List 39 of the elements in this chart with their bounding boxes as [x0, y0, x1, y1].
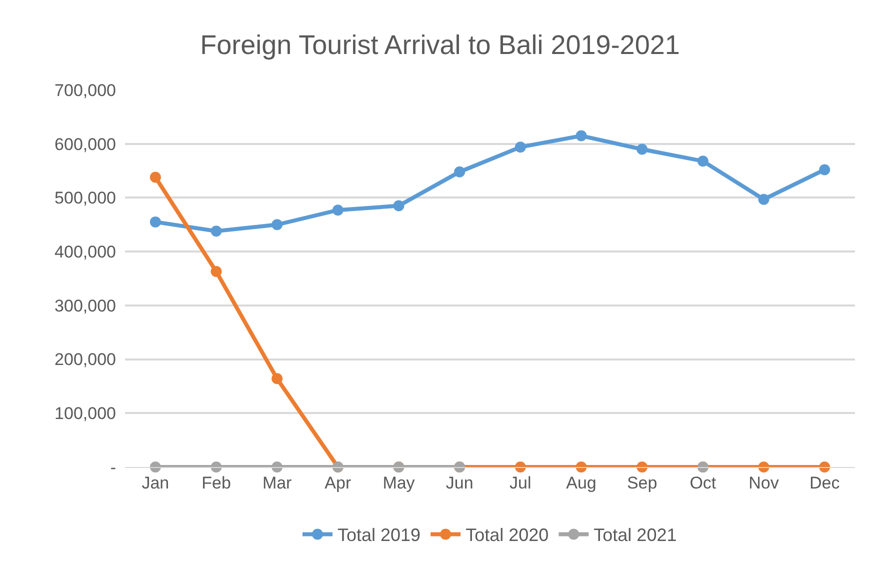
point — [576, 130, 587, 142]
x-tick-label: Mar — [262, 473, 292, 492]
y-tick-label: 300,000 — [54, 296, 116, 316]
x-tick-label: Aug — [566, 473, 596, 492]
point — [393, 200, 404, 212]
y-tick-label: 500,000 — [54, 188, 116, 208]
legend-label: Total 2020 — [466, 525, 549, 546]
y-tick-label: - — [110, 458, 116, 477]
point — [697, 156, 708, 167]
point — [150, 172, 161, 183]
x-tick-label: Apr — [324, 473, 352, 492]
x-tick-label: Oct — [690, 473, 716, 492]
y-tick-label: 200,000 — [54, 350, 116, 370]
x-tick-label: Dec — [809, 473, 840, 492]
point — [272, 373, 283, 384]
point — [758, 194, 770, 205]
point — [636, 144, 648, 155]
x-tick-label: Jul — [510, 473, 532, 492]
point — [819, 164, 830, 176]
y-tick-label: 100,000 — [54, 404, 116, 424]
x-tick-label: Sep — [626, 473, 658, 492]
x-tick-label: Jan — [142, 473, 170, 492]
legend-label: Total 2019 — [338, 525, 421, 546]
y-tick-label: 400,000 — [54, 242, 116, 262]
x-tick-label: Feb — [202, 473, 231, 492]
legend-label: Total 2021 — [594, 525, 677, 546]
chart-title: Foreign Tourist Arrival to Bali 2019-2021 — [200, 30, 680, 60]
point — [332, 204, 344, 216]
y-tick-label: 600,000 — [54, 134, 116, 154]
x-tick-label: May — [382, 473, 416, 492]
x-tick-label: Nov — [748, 473, 780, 492]
point — [514, 142, 526, 153]
point — [210, 226, 222, 237]
point — [150, 216, 161, 228]
point — [210, 266, 222, 277]
point — [272, 219, 283, 230]
point — [454, 166, 466, 178]
x-tick-label: Jun — [446, 473, 474, 492]
y-tick-label: 700,000 — [54, 80, 116, 100]
